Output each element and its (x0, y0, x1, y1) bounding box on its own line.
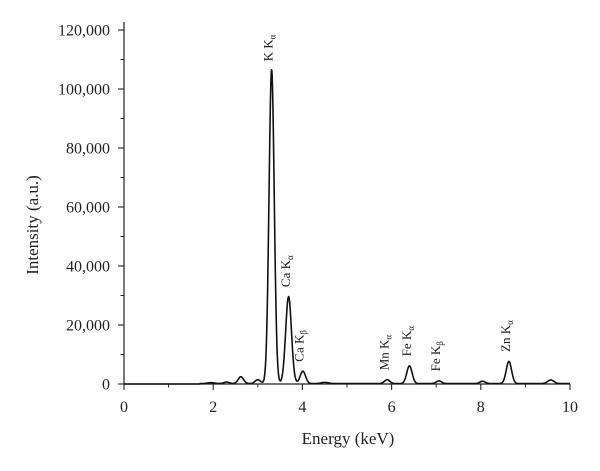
x-tick-label: 8 (477, 399, 485, 416)
y-tick-label: 80,000 (66, 141, 110, 158)
peak-label: Fe Kβ (428, 341, 445, 372)
peak-label-text: Ca Kβ (292, 330, 309, 362)
y-axis-title: Intensity (a.u.) (23, 175, 42, 275)
peak-labels: K Kα Ca Kα Ca Kβ Mn Kα Fe Kα Fe Kβ Zn Kα (261, 34, 516, 371)
y-tick-label: 60,000 (66, 200, 110, 217)
peak-label-subscript: α (406, 326, 416, 331)
peak-label-subscript: α (384, 335, 394, 340)
peak-label-text: Fe Kα (399, 326, 416, 357)
peak-label-text: Mn Kα (377, 335, 394, 371)
x-tick-label: 6 (388, 399, 396, 416)
peak-label-text: Ca Kα (278, 255, 295, 287)
peak-label: Fe Kα (399, 326, 416, 357)
peak-label: Zn Kα (498, 320, 515, 352)
peak-label-subscript: β (435, 341, 445, 346)
x-axis-title: Energy (keV) (302, 429, 395, 448)
tick-labels: 0 2 4 6 8 10 0 20,000 40,000 60,000 80,000 100,000 1… (58, 23, 578, 417)
peak-label: Ca Kα (278, 255, 295, 287)
peak-label-text: Fe Kβ (428, 341, 445, 372)
peak-label: K Kα (261, 34, 278, 61)
y-tick-label: 120,000 (58, 23, 110, 40)
peak-label-subscript: α (285, 255, 295, 260)
x-tick-label: 2 (209, 399, 217, 416)
x-tick-label: 0 (120, 399, 128, 416)
peak-label-subscript: β (299, 330, 309, 335)
peak-label: Ca Kβ (292, 330, 309, 362)
peak-label: Mn Kα (377, 335, 394, 371)
spectrum-line (123, 68, 571, 385)
peak-label-text: Zn Kα (498, 320, 515, 352)
y-tick-label: 100,000 (58, 82, 110, 99)
y-tick-label: 0 (102, 377, 110, 394)
y-tick-label: 20,000 (66, 318, 110, 335)
x-tick-label: 10 (562, 399, 578, 416)
peak-label-text: K Kα (261, 34, 278, 61)
peak-label-subscript: α (505, 320, 515, 325)
ticks (118, 29, 571, 390)
y-tick-label: 40,000 (66, 259, 110, 276)
x-tick-label: 4 (298, 399, 306, 416)
peak-label-subscript: α (268, 34, 278, 39)
